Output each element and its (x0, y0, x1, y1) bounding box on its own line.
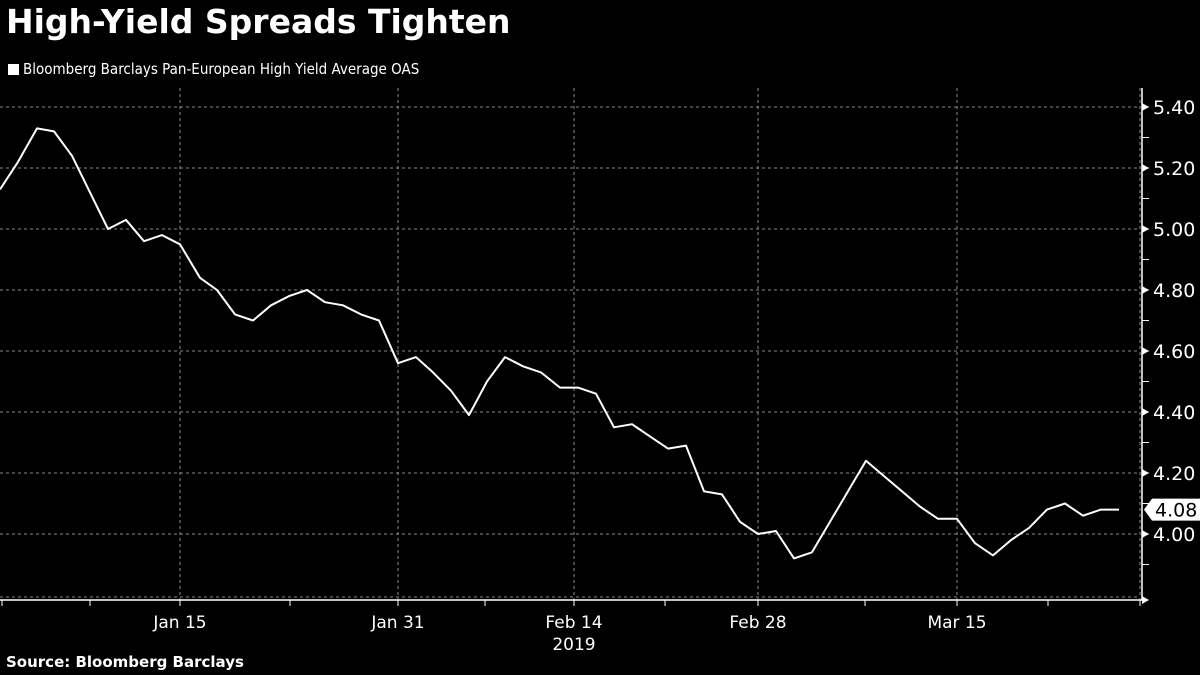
y-tick-label: 4.20 (1153, 463, 1195, 485)
axis-labels: 5.40 5.20 5.00 4.80 4.60 4.40 4.20 4.00 Jan 15 Ja… (152, 97, 1200, 655)
x-tick-label: Feb 28 (729, 613, 786, 633)
x-year-label: 2019 (552, 635, 595, 655)
y-tick-label: 5.00 (1153, 219, 1195, 241)
oas-line (0, 127, 1119, 560)
chart-title: High-Yield Spreads Tighten (6, 2, 511, 41)
x-tick-label: Feb 14 (545, 613, 602, 633)
legend-label: Bloomberg Barclays Pan-European High Yie… (23, 60, 420, 78)
y-tick-label: 4.00 (1153, 524, 1195, 546)
legend: Bloomberg Barclays Pan-European High Yie… (8, 60, 419, 78)
x-tick-label: Mar 15 (927, 613, 986, 633)
y-tick-label: 4.80 (1153, 280, 1195, 302)
source-note: Source: Bloomberg Barclays (6, 653, 244, 671)
y-tick-label: 5.20 (1153, 158, 1195, 180)
y-tick-label: 5.40 (1153, 97, 1195, 119)
gridlines (0, 88, 1141, 600)
x-tick-label: Jan 31 (370, 613, 424, 633)
last-value-label: 4.08 (1155, 500, 1197, 522)
last-value-badge (1144, 498, 1200, 521)
y-tick-label: 4.60 (1153, 341, 1195, 363)
y-tick-label: 4.40 (1153, 402, 1195, 424)
legend-swatch-icon (8, 63, 19, 75)
axes (0, 88, 1149, 606)
x-tick-label: Jan 15 (152, 613, 206, 633)
